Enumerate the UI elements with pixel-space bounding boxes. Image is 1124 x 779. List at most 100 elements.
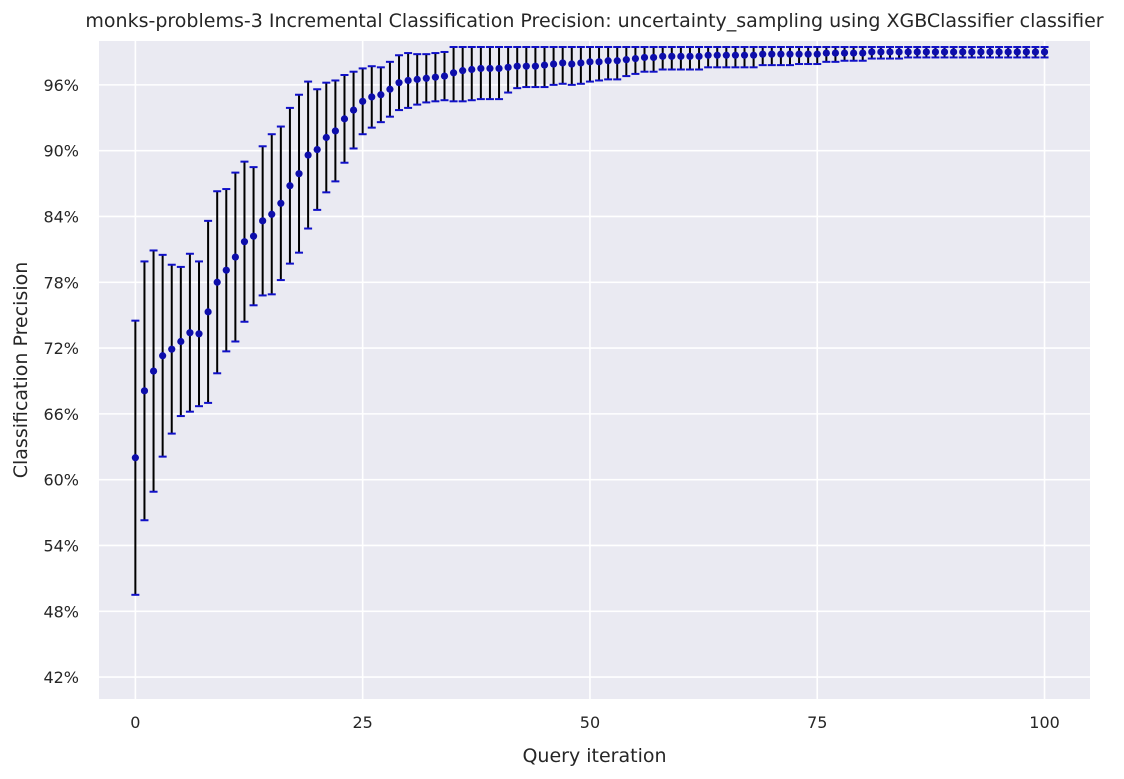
data-point	[668, 52, 676, 60]
data-point	[568, 60, 576, 68]
y-tick-label: 90%	[43, 142, 79, 161]
data-point	[349, 106, 358, 114]
data-points	[131, 48, 1049, 462]
data-point	[886, 48, 894, 56]
data-point	[959, 48, 967, 56]
data-point	[713, 51, 721, 59]
data-point	[395, 79, 403, 87]
data-point	[850, 49, 858, 57]
data-point	[977, 48, 985, 56]
data-point	[140, 387, 149, 395]
data-point	[631, 54, 640, 63]
data-point	[777, 50, 785, 58]
data-point	[613, 57, 621, 65]
data-point	[249, 232, 258, 240]
y-tick-label: 60%	[43, 471, 79, 490]
data-point	[231, 253, 239, 261]
y-tick-label: 48%	[43, 602, 79, 621]
data-point	[804, 50, 812, 58]
data-point	[413, 75, 421, 83]
data-point	[386, 85, 394, 93]
data-point	[686, 52, 694, 60]
data-point	[313, 145, 321, 154]
data-point	[859, 49, 867, 57]
data-point	[459, 67, 467, 75]
data-point	[222, 266, 230, 274]
data-point	[922, 48, 930, 56]
data-point	[359, 97, 367, 105]
data-point	[913, 48, 921, 56]
data-point	[149, 367, 158, 375]
data-point	[404, 76, 412, 85]
chart-title: monks-problems-3 Incremental Classificat…	[85, 10, 1103, 32]
data-point	[495, 64, 503, 73]
data-point	[531, 62, 540, 70]
x-tick-label: 0	[130, 713, 140, 732]
data-point	[322, 133, 330, 142]
data-point	[340, 115, 349, 123]
data-point	[795, 50, 803, 58]
data-point	[904, 48, 912, 56]
data-point	[522, 62, 530, 70]
data-point	[486, 64, 494, 73]
data-point	[440, 72, 449, 80]
data-point	[640, 53, 649, 62]
data-point	[468, 65, 476, 74]
data-point	[159, 352, 167, 360]
data-point	[940, 48, 949, 56]
x-axis-ticks: 0 25 50 75 100	[130, 713, 1060, 732]
data-point	[549, 60, 558, 68]
y-axis-label: Classification Precision	[10, 262, 32, 479]
data-point	[368, 93, 376, 101]
y-axis-ticks: 42% 48% 54% 60% 66% 72% 78% 84% 90% 96%	[43, 76, 79, 687]
y-tick-label: 72%	[43, 339, 79, 358]
data-point	[477, 64, 485, 73]
data-point	[131, 454, 139, 462]
x-tick-label: 100	[1029, 713, 1060, 732]
data-point	[868, 48, 876, 56]
data-point	[731, 51, 740, 59]
data-point	[422, 74, 430, 82]
x-tick-label: 25	[352, 713, 372, 732]
data-point	[986, 48, 994, 56]
data-point	[704, 51, 712, 59]
data-point	[750, 51, 758, 59]
data-point	[304, 151, 312, 159]
data-point	[895, 48, 903, 56]
data-point	[649, 53, 658, 62]
data-point	[968, 48, 976, 56]
data-point	[195, 330, 203, 338]
data-point	[540, 61, 549, 69]
data-point	[431, 73, 439, 81]
y-tick-label: 84%	[43, 207, 79, 226]
x-axis-label: Query iteration	[522, 745, 666, 767]
data-point	[722, 51, 730, 59]
y-tick-label: 96%	[43, 76, 79, 95]
data-point	[840, 49, 849, 57]
data-point	[559, 59, 567, 67]
data-point	[659, 52, 667, 60]
data-point	[822, 49, 830, 57]
x-tick-label: 75	[807, 713, 827, 732]
data-point	[813, 50, 821, 58]
data-point	[586, 58, 594, 66]
data-point	[1040, 48, 1049, 56]
data-point	[168, 345, 176, 353]
data-point	[186, 329, 194, 337]
data-point	[1004, 48, 1012, 56]
data-point	[931, 48, 940, 56]
data-point	[768, 50, 776, 58]
y-tick-label: 66%	[43, 405, 79, 424]
data-point	[513, 62, 521, 70]
data-point	[677, 52, 685, 60]
data-point	[759, 50, 767, 58]
data-point	[1022, 48, 1030, 56]
data-point	[331, 127, 339, 135]
data-point	[877, 48, 885, 56]
data-point	[595, 58, 603, 66]
data-point	[240, 238, 249, 246]
data-point	[740, 51, 749, 59]
data-point	[377, 91, 385, 99]
data-point	[295, 170, 303, 178]
